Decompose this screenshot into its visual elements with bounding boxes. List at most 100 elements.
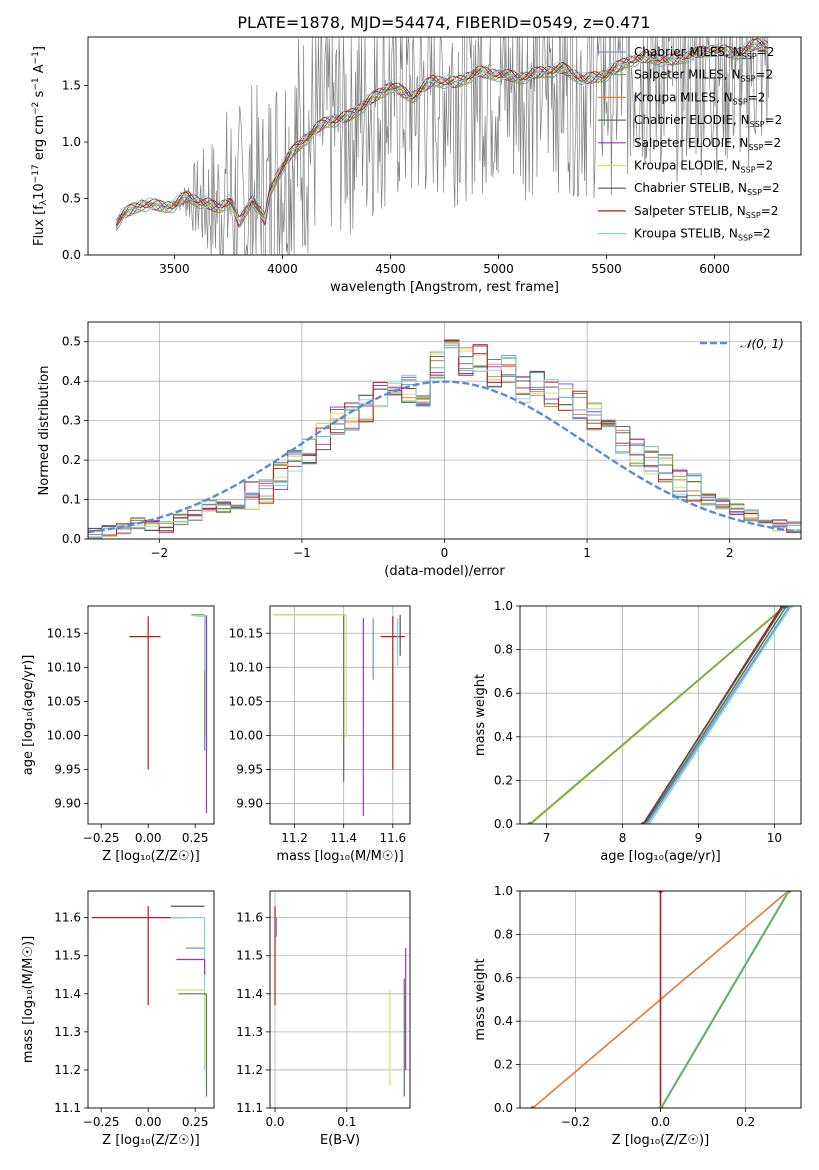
x-axis-label: Z [log₁₀(Z/Z☉)] (612, 1133, 709, 1148)
legend-tail: =2 (748, 90, 766, 104)
panel-spectrum: 3500 4000 4500 5000 5500 6000 0.0 0.5 1.0 1.5 wave… (31, 36, 802, 295)
legend-sub: SSP (738, 234, 753, 243)
y-label-part: ] (32, 46, 47, 51)
model-spectrum (115, 42, 768, 231)
y-tick-label: 0.4 (494, 1014, 513, 1028)
cumulative-line (646, 606, 791, 824)
legend-sub: SSP (741, 166, 756, 175)
y-tick-label: 0.2 (62, 453, 81, 467)
x-tick-label: 7 (543, 831, 551, 845)
legend-label: Chabrier STELIB, NSSP=2 (634, 181, 780, 197)
line-marker (659, 1105, 664, 1108)
legend-label: Kroupa STELIB, NSSP=2 (634, 227, 771, 243)
x-tick-label: 2 (726, 546, 734, 560)
legend-sub: SSP (741, 75, 756, 84)
axes-frame (269, 605, 411, 825)
legend-tail: =2 (757, 45, 775, 59)
legend-name: Salpeter STELIB, N (634, 204, 746, 218)
axes-frame (87, 605, 215, 825)
x-tick-label: 0.00 (135, 831, 162, 845)
y-tick-label: 10.10 (229, 660, 263, 674)
y-label-part: erg cm (32, 115, 47, 164)
y-axis-label: Normed distribution (37, 366, 52, 496)
panel-age-vs-mass: 11.2 11.4 11.6 9.90 9.95 10.00 10.05 10.10 10.15… (229, 605, 411, 864)
legend-label: Salpeter MILES, NSSP=2 (634, 68, 773, 84)
x-tick-label: 0.1 (337, 1115, 356, 1129)
x-tick-label: 3500 (159, 262, 190, 276)
line-marker (530, 1105, 535, 1108)
y-axis-label: mass [log₁₀(M/M☉)] (21, 936, 36, 1063)
y-label-part: λ (39, 199, 49, 205)
plot-area-residuals (88, 322, 801, 539)
y-tick-label: 0.0 (494, 1101, 513, 1115)
x-axis-label: mass [log₁₀(M/M☉)] (276, 849, 403, 864)
y-tick-label: 11.2 (236, 1063, 263, 1077)
legend-name: Chabrier MILES, N (634, 45, 742, 59)
axes-frame (519, 890, 802, 1109)
y-tick-label: 0.8 (494, 927, 513, 941)
legend-name: Kroupa STELIB, N (634, 227, 738, 241)
model-spectrum (115, 40, 769, 222)
model-spectrum (115, 38, 768, 226)
y-tick-label: 11.4 (54, 987, 81, 1001)
legend-tail: =2 (762, 181, 780, 195)
y-label-part: −2 (31, 102, 41, 115)
panel-weight-vs-Z: −0.2 0.0 0.2 0.0 0.2 0.4 0.6 0.8 1.0 Z [log₁₀(Z/Z… (473, 884, 802, 1148)
line-marker (646, 821, 652, 824)
y-tick-label: 0.6 (494, 971, 513, 985)
legend-tail: =2 (753, 227, 771, 241)
axes-frame (269, 890, 411, 1109)
plot-area-mass-vs-EBV (270, 891, 410, 1108)
cumulative-line (648, 606, 792, 824)
y-tick-label: 0.0 (62, 532, 81, 546)
y-tick-label: 11.3 (54, 1025, 81, 1039)
x-tick-label: 0.00 (135, 1115, 162, 1129)
x-tick-label: 0.25 (182, 831, 209, 845)
y-tick-label: 10.10 (47, 660, 81, 674)
y-tick-label: 1.0 (62, 135, 81, 149)
y-tick-label: 9.90 (236, 797, 263, 811)
y-tick-label: 11.5 (54, 949, 81, 963)
legend-name: Salpeter ELODIE, N (634, 136, 748, 150)
x-axis-label: Z [log₁₀(Z/Z☉)] (102, 849, 199, 864)
x-tick-label: 0 (441, 546, 449, 560)
x-tick-label: −2 (150, 546, 168, 560)
legend-sub: SSP (750, 120, 765, 129)
x-axis-label: age [log₁₀(age/yr)] (600, 849, 721, 864)
legend-name: Chabrier STELIB, N (634, 181, 747, 195)
y-tick-label: 0.2 (494, 1058, 513, 1072)
y-tick-label: 0.4 (62, 374, 81, 388)
y-label-part: −17 (31, 164, 41, 183)
legend-label: Kroupa MILES, NSSP=2 (634, 90, 765, 106)
legend-label: Chabrier ELODIE, NSSP=2 (634, 113, 782, 129)
y-tick-label: 0.1 (62, 493, 81, 507)
x-tick-label: −0.25 (83, 1115, 120, 1129)
y-axis-label: mass weight (473, 674, 488, 756)
legend-sub: SSP (733, 97, 748, 106)
y-tick-label: 11.1 (54, 1101, 81, 1115)
axes-frame (519, 605, 802, 825)
x-axis-label: wavelength [Angstrom, rest frame] (330, 280, 559, 295)
y-tick-label: 10.15 (229, 626, 263, 640)
y-tick-label: 1.5 (62, 79, 81, 93)
y-tick-label: 1.0 (494, 599, 513, 613)
y-tick-label: 11.3 (236, 1025, 263, 1039)
y-tick-label: 11.5 (236, 949, 263, 963)
plot-area-mass-vs-Z (91, 905, 208, 1097)
line-marker (786, 891, 792, 894)
x-tick-label: 4000 (267, 262, 298, 276)
line-marker (527, 821, 533, 824)
x-tick-label: 5000 (483, 262, 514, 276)
y-tick-label: 0.0 (62, 248, 81, 262)
cumulative-line (529, 606, 786, 824)
panel-age-vs-Z: −0.25 0.00 0.25 9.90 9.95 10.00 10.05 10.10 10.1… (21, 605, 215, 864)
y-tick-label: 11.1 (236, 1101, 263, 1115)
x-tick-label: −0.25 (83, 831, 120, 845)
y-tick-label: 9.95 (54, 763, 81, 777)
line-marker (788, 606, 794, 609)
x-tick-label: 10 (767, 831, 782, 845)
cumulative-line (642, 606, 785, 824)
x-tick-label: 0.2 (736, 1115, 755, 1129)
